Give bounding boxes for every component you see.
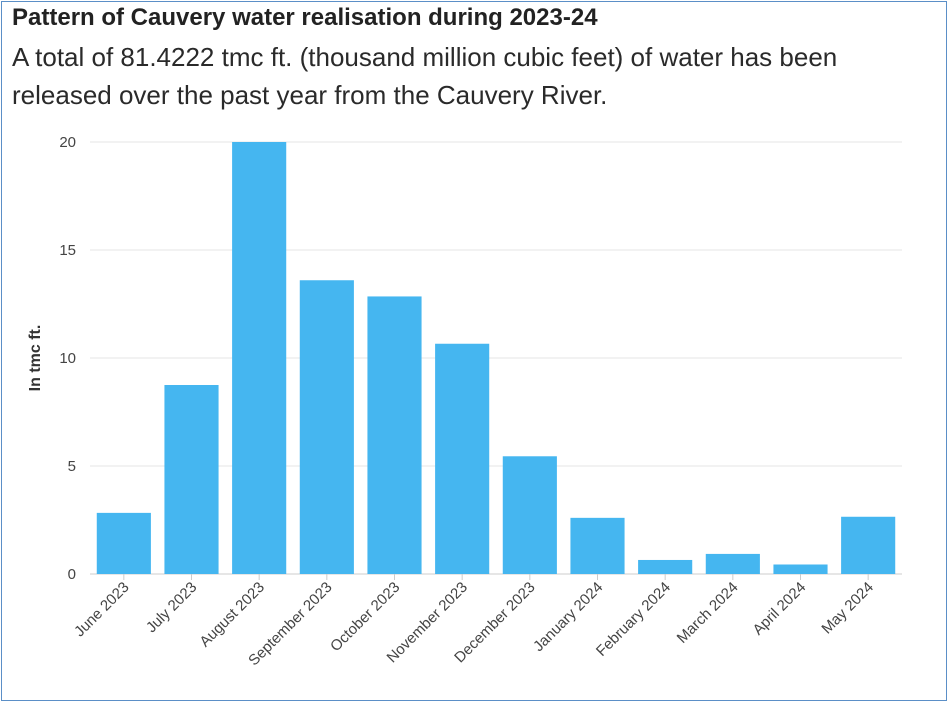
y-axis: 0 5 10 15 20 [59,134,76,583]
y-tick-label: 15 [59,242,76,259]
bar [773,564,828,574]
bar [232,142,287,574]
bars [96,142,896,574]
y-tick-label: 0 [68,566,76,583]
x-tick-label: July 2023 [143,579,200,636]
bar [299,280,354,574]
chart-title: Pattern of Cauvery water realisation dur… [12,4,598,31]
x-tick-label: August 2023 [196,579,268,651]
y-axis-label: In tmc ft. [27,325,44,392]
bar [638,559,693,574]
grid-layer [90,141,902,575]
x-tick-label: October 2023 [327,579,403,655]
y-tick-label: 5 [68,458,76,475]
bar [435,343,490,574]
x-tick-label: May 2024 [818,579,877,638]
bar [570,517,625,574]
y-tick-label: 20 [59,134,76,151]
bar [841,516,896,574]
x-tick-label: January 2024 [530,579,606,655]
bar [164,385,219,574]
x-tick-label: March 2024 [674,579,742,647]
x-tick-label: June 2023 [71,579,133,641]
chart-subtitle: A total of 81.4222 tmc ft. (thousand mil… [12,42,838,110]
y-tick-label: 10 [59,350,76,367]
bar [502,456,557,574]
bar [705,553,760,574]
x-tick-label: April 2024 [750,579,810,639]
bar [367,296,422,574]
bar [96,512,151,574]
